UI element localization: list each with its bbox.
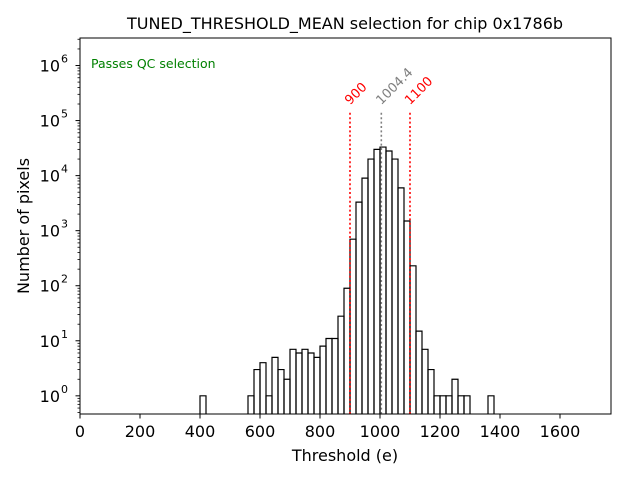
y-tick-label: 10 bbox=[40, 112, 60, 131]
y-tick-exponent: 3 bbox=[61, 218, 68, 231]
x-tick-label: 600 bbox=[245, 422, 276, 441]
y-tick-exponent: 5 bbox=[61, 108, 68, 121]
x-axis-label: Threshold (e) bbox=[291, 446, 398, 465]
histogram-bin bbox=[445, 395, 453, 414]
x-tick-label: 1000 bbox=[360, 422, 401, 441]
histogram-bin bbox=[247, 395, 255, 414]
histogram-bin bbox=[277, 368, 285, 414]
y-tick-label: 10 bbox=[40, 332, 60, 351]
histogram-bin bbox=[439, 395, 447, 414]
y-tick-label: 10 bbox=[40, 222, 60, 241]
qc-annotation: Passes QC selection bbox=[91, 56, 216, 71]
histogram-bin bbox=[487, 395, 495, 414]
histogram-bin bbox=[451, 378, 459, 414]
x-tick-label: 800 bbox=[305, 422, 336, 441]
y-minor-ticks bbox=[77, 38, 80, 413]
histogram-bins bbox=[199, 146, 495, 414]
y-tick-exponent: 6 bbox=[61, 53, 68, 66]
y-tick-exponent: 4 bbox=[61, 163, 68, 176]
chart-title: TUNED_THRESHOLD_MEAN selection for chip … bbox=[126, 14, 563, 34]
histogram-bin bbox=[259, 362, 267, 414]
histogram-bin bbox=[427, 368, 435, 414]
x-tick-label: 1600 bbox=[540, 422, 581, 441]
histogram-bin bbox=[433, 395, 441, 414]
histogram-bin bbox=[265, 395, 273, 414]
y-tick-exponent: 2 bbox=[61, 273, 68, 286]
histogram-bin bbox=[253, 368, 261, 414]
x-tick-label: 0 bbox=[75, 422, 85, 441]
histogram-bin bbox=[271, 356, 279, 414]
plot-frame bbox=[79, 37, 612, 415]
histogram-bin bbox=[199, 395, 207, 414]
histogram-bin bbox=[457, 395, 465, 414]
y-axis-label: Number of pixels bbox=[14, 158, 33, 294]
x-tick-label: 400 bbox=[185, 422, 216, 441]
y-tick-label: 10 bbox=[40, 167, 60, 186]
y-tick-label: 10 bbox=[40, 277, 60, 296]
histogram-bin bbox=[463, 395, 471, 414]
y-tick-label: 10 bbox=[40, 57, 60, 76]
x-tick-label: 1400 bbox=[480, 422, 521, 441]
x-tick-label: 1200 bbox=[420, 422, 461, 441]
histogram-bin bbox=[313, 356, 321, 414]
y-tick-label: 10 bbox=[40, 387, 60, 406]
x-tick-label: 200 bbox=[125, 422, 156, 441]
y-tick-exponent: 0 bbox=[61, 383, 68, 396]
y-tick-exponent: 1 bbox=[61, 328, 68, 341]
histogram-bin bbox=[283, 378, 291, 414]
